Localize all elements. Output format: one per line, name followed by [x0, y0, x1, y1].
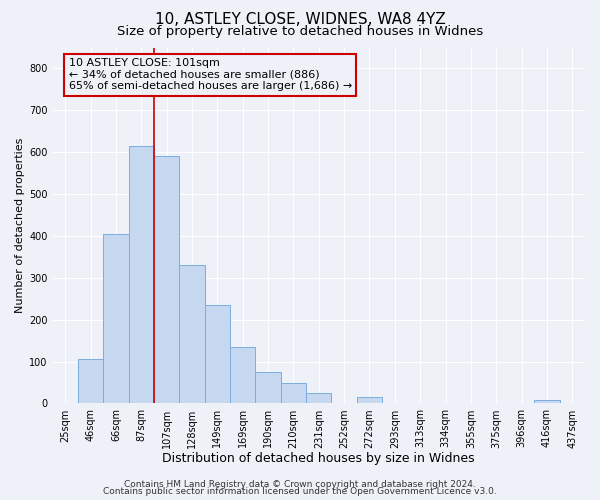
Y-axis label: Number of detached properties: Number of detached properties: [15, 138, 25, 313]
Bar: [179, 266, 205, 404]
Bar: [357, 397, 382, 404]
Text: Contains HM Land Registry data © Crown copyright and database right 2024.: Contains HM Land Registry data © Crown c…: [124, 480, 476, 489]
Bar: [256, 372, 281, 404]
Bar: [128, 146, 154, 404]
Text: Size of property relative to detached houses in Widnes: Size of property relative to detached ho…: [117, 25, 483, 38]
Text: Contains public sector information licensed under the Open Government Licence v3: Contains public sector information licen…: [103, 488, 497, 496]
Bar: [103, 234, 128, 404]
Text: 10, ASTLEY CLOSE, WIDNES, WA8 4YZ: 10, ASTLEY CLOSE, WIDNES, WA8 4YZ: [155, 12, 445, 28]
Bar: [154, 156, 179, 404]
Bar: [205, 305, 230, 404]
Bar: [281, 384, 306, 404]
Bar: [230, 347, 256, 404]
X-axis label: Distribution of detached houses by size in Widnes: Distribution of detached houses by size …: [163, 452, 475, 465]
Text: 10 ASTLEY CLOSE: 101sqm
← 34% of detached houses are smaller (886)
65% of semi-d: 10 ASTLEY CLOSE: 101sqm ← 34% of detache…: [68, 58, 352, 92]
Bar: [534, 400, 560, 404]
Bar: [78, 360, 103, 404]
Bar: [306, 393, 331, 404]
